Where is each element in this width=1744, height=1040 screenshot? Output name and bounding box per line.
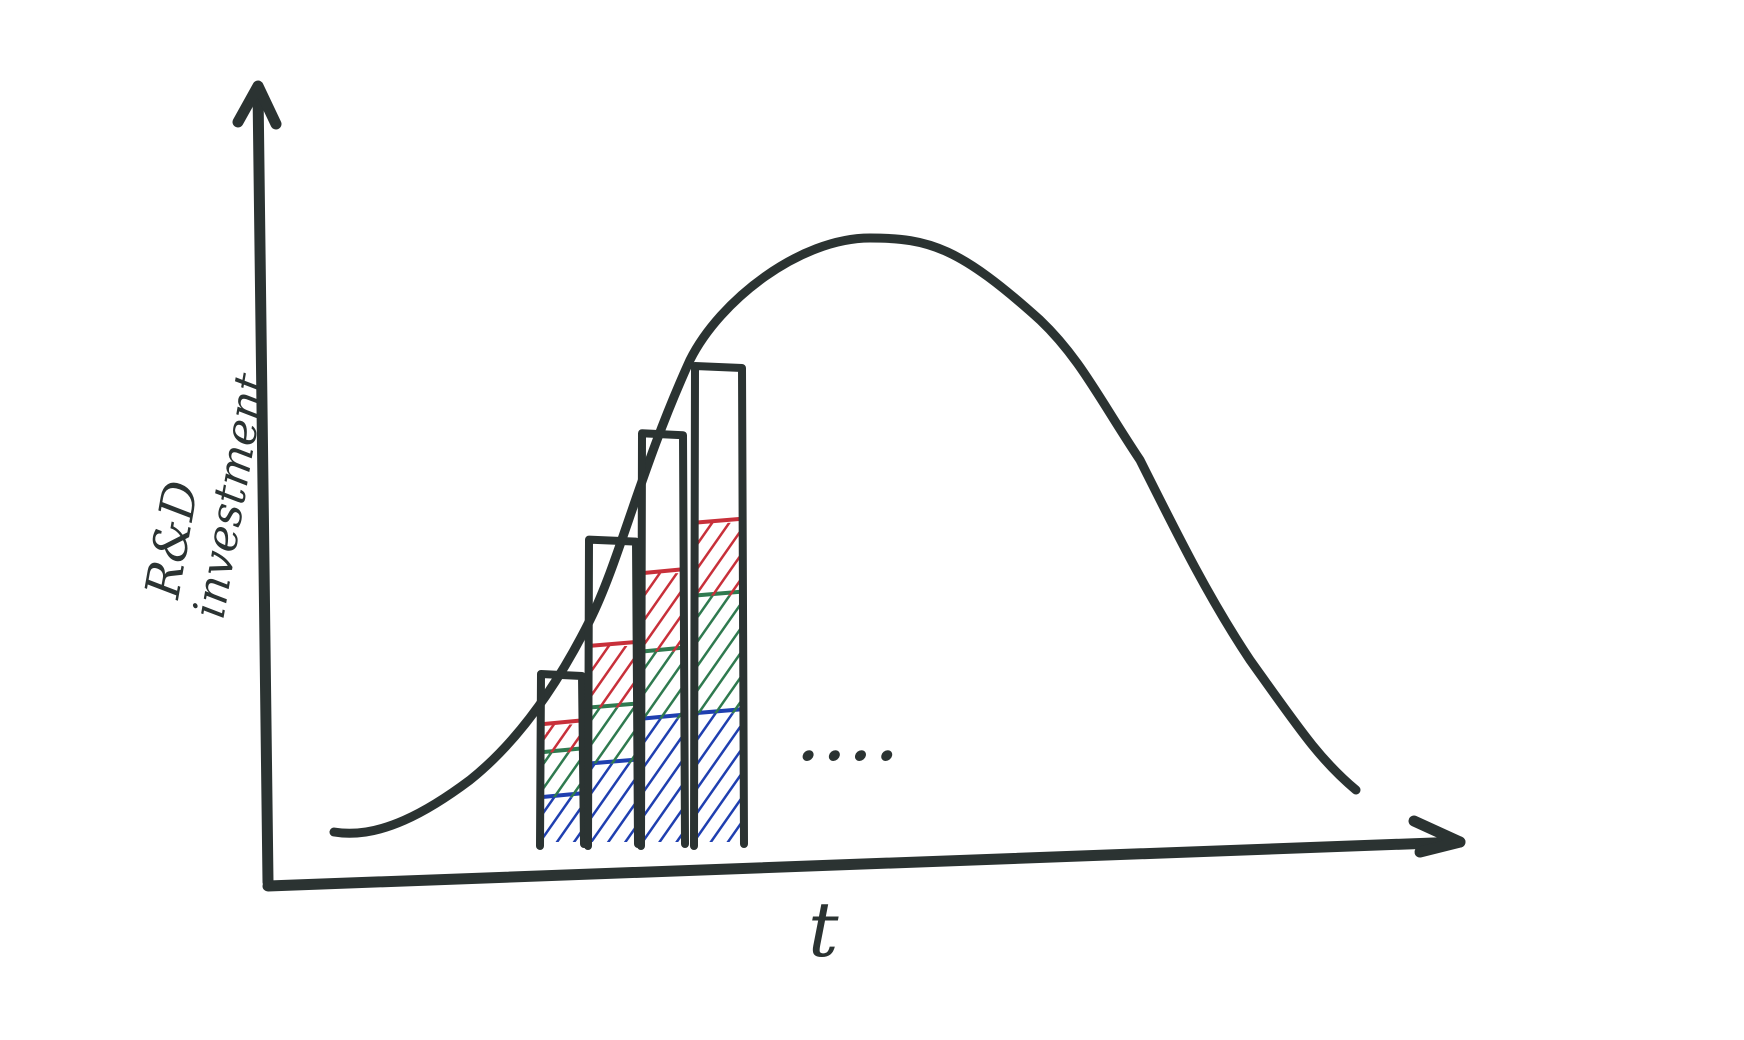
- bar-4-red-edge: [693, 516, 743, 525]
- x-axis-label: t: [808, 885, 839, 974]
- bar-1-red-segment: [540, 724, 582, 753]
- x-axis-arrowhead: [1408, 815, 1466, 858]
- bar-3-red-segment: [641, 573, 683, 652]
- bar-4-blue-segment: [694, 713, 742, 842]
- bar-4-outline: [690, 362, 748, 850]
- bar-outlines: [536, 362, 748, 850]
- bar-4-red-segment: [694, 522, 742, 596]
- bar-2-green-segment: [588, 707, 636, 764]
- bar-2-outline: [584, 535, 642, 850]
- bar-1-red-edge: [539, 718, 583, 727]
- y-axis-arrowhead: [232, 80, 282, 130]
- bar-2-blue-segment: [588, 763, 636, 842]
- bar-4-green-segment: [694, 595, 742, 714]
- bar-3-blue-segment: [641, 718, 683, 842]
- bar-2-red-segment: [588, 646, 636, 708]
- continuation-ellipsis: ....: [798, 706, 903, 774]
- bar-3-green-segment: [641, 651, 683, 719]
- bar-1-blue-segment: [540, 797, 582, 842]
- bar-1-green-segment: [540, 752, 582, 798]
- bar-3-outline: [637, 429, 689, 850]
- bar-2-red-edge: [587, 640, 637, 648]
- bar-1-outline: [536, 670, 588, 850]
- y-axis: [252, 84, 274, 888]
- bar-fills: [539, 516, 743, 842]
- bell-curve: [329, 233, 1361, 838]
- x-axis: [262, 836, 1466, 892]
- bar-3-red-edge: [640, 567, 684, 576]
